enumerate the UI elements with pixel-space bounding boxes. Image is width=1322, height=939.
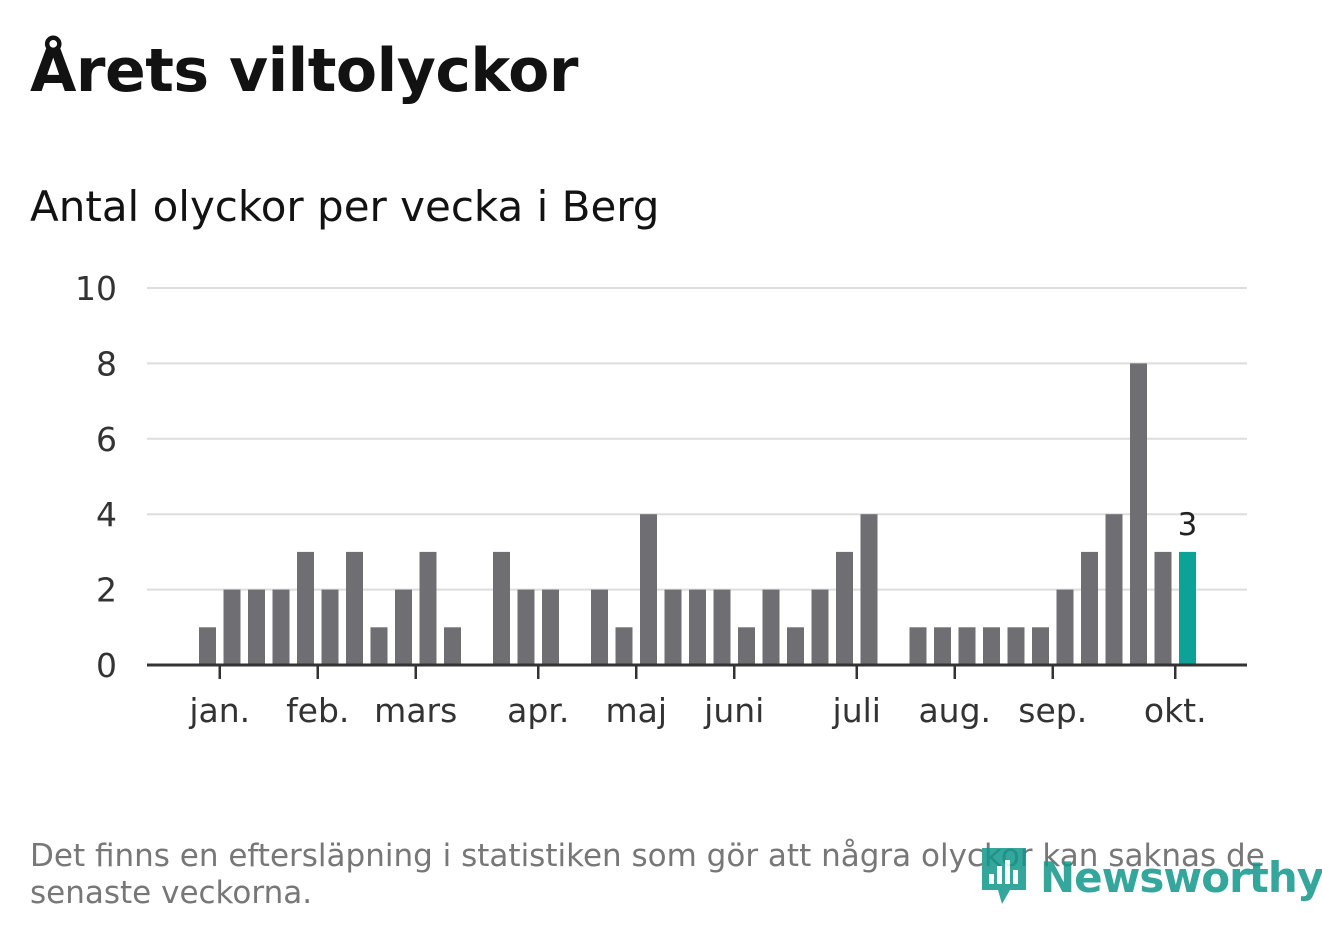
- bar: [958, 627, 976, 665]
- bar: [1130, 363, 1147, 665]
- bar: [664, 589, 682, 665]
- bar: [615, 627, 633, 665]
- newsworthy-logo-icon: [982, 848, 1026, 904]
- bar: [787, 627, 804, 665]
- bar: [738, 627, 755, 665]
- x-tick-label: jan.: [188, 691, 250, 730]
- bar-highlight: [1179, 551, 1196, 665]
- data-labels: 3: [1178, 507, 1198, 543]
- bar: [689, 589, 706, 665]
- bar: [1056, 589, 1074, 665]
- x-tick-label: juli: [832, 691, 881, 730]
- x-axis: jan. feb. mars apr. maj juni juli aug. sep. okt.: [147, 663, 1247, 730]
- y-tick-label: 4: [96, 495, 117, 534]
- bar: [909, 627, 927, 665]
- bar: [321, 589, 339, 665]
- bar: [836, 551, 853, 665]
- bar: [762, 589, 780, 665]
- x-tick-label: juni: [703, 691, 764, 730]
- x-tick-label: aug.: [918, 691, 991, 730]
- y-tick-label: 2: [96, 571, 117, 610]
- bar: [934, 627, 951, 665]
- bar: [272, 589, 290, 665]
- bar: [297, 551, 314, 665]
- footnote: Det finns en eftersläpning i statistiken…: [30, 838, 1265, 911]
- bar: [370, 627, 388, 665]
- bar: [640, 514, 657, 665]
- newsworthy-logo: Newsworthy: [980, 846, 1322, 908]
- highlight-value-label: 3: [1178, 507, 1198, 543]
- y-tick-label: 0: [96, 646, 117, 685]
- bar: [199, 627, 216, 665]
- bar: [860, 514, 878, 665]
- bar: [419, 551, 437, 665]
- bar: [493, 551, 510, 665]
- y-axis-ticks: 0 2 4 6 8 10: [75, 269, 117, 685]
- bar: [395, 589, 412, 665]
- x-tick-label: sep.: [1018, 691, 1087, 730]
- bar: [542, 589, 559, 665]
- bar: [1032, 627, 1049, 665]
- bar: [444, 627, 461, 665]
- x-tick-label: apr.: [507, 691, 569, 730]
- chart-subtitle: Antal olyckor per vecka i Berg: [30, 182, 660, 231]
- bar: [517, 589, 535, 665]
- y-tick-label: 6: [96, 420, 117, 459]
- bar: [1007, 627, 1025, 665]
- x-tick-label: feb.: [286, 691, 349, 730]
- x-tick-label: okt.: [1144, 691, 1207, 730]
- bar: [811, 589, 829, 665]
- bar: [1105, 514, 1123, 665]
- bar: [248, 589, 265, 665]
- y-tick-label: 8: [96, 344, 117, 383]
- x-tick-label: maj: [605, 691, 667, 730]
- bars: [199, 363, 1196, 665]
- bar: [223, 589, 241, 665]
- x-tick-label: mars: [374, 691, 457, 730]
- bar: [983, 627, 1000, 665]
- newsworthy-logo-text: Newsworthy: [1040, 852, 1322, 902]
- bar: [713, 589, 731, 665]
- bar: [1154, 551, 1172, 665]
- bar: [346, 551, 363, 665]
- bar-chart: 0 2 4 6 8 10 jan. feb. mars apr. maj juni juli aug. s…: [75, 269, 1247, 730]
- bar: [1081, 551, 1098, 665]
- bar: [591, 589, 608, 665]
- chart-title: Årets viltolyckor: [30, 36, 579, 106]
- gridlines: [147, 287, 1247, 591]
- y-tick-label: 10: [75, 269, 117, 308]
